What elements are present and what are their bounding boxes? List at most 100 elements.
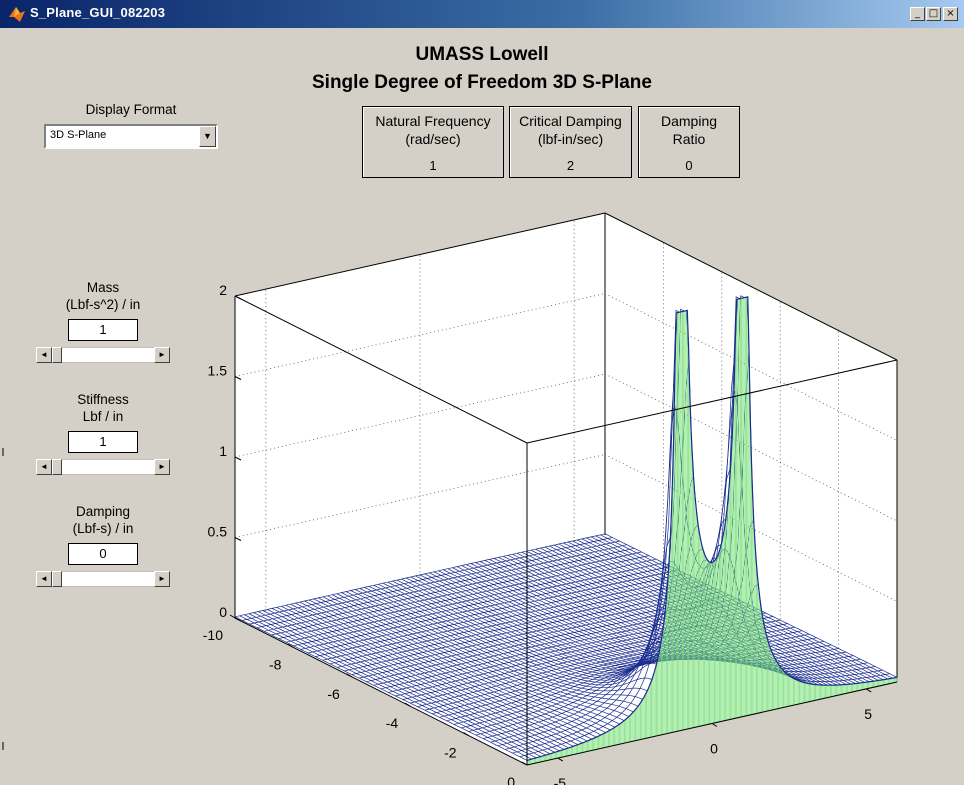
x-tick-label: -8 [269, 656, 282, 672]
close-button[interactable]: × [943, 7, 958, 21]
critical-damping-unit: (lbf-in/sec) [537, 131, 604, 147]
axis-edge [234, 295, 528, 444]
damping-label: Damping (Lbf-s) / in [36, 503, 170, 537]
z-tick-mark [234, 376, 242, 380]
surface-line [256, 544, 627, 629]
mass-slider-left-arrow-icon[interactable]: ◄ [36, 347, 52, 363]
damping-ratio-panel: Damping Ratio 0 [638, 106, 740, 178]
display-format-label: Display Format [85, 102, 177, 117]
damping-slider[interactable]: ◄ ► [36, 571, 170, 587]
x-tick-mark [229, 614, 236, 619]
damping-ratio-label2: Ratio [672, 131, 706, 147]
stiffness-input[interactable]: 1 [68, 431, 138, 453]
stiffness-slider-thumb[interactable] [52, 459, 62, 475]
z-tick-label: 0 [219, 604, 227, 620]
x-tick-label: -4 [386, 715, 399, 731]
surface-line [278, 555, 649, 639]
natural-frequency-value: 1 [429, 158, 437, 173]
mass-slider-right-arrow-icon[interactable]: ► [154, 347, 170, 363]
critical-damping-label: Critical Damping [519, 113, 622, 129]
grid-line [604, 373, 898, 522]
axes-tick-labels: 0 0.5 1 1.5 2 -10 -8 -6 -4 -2 0 -5 0 5 [203, 282, 873, 785]
y-tick-label: 0 [710, 741, 718, 757]
z-tick-mark [234, 537, 242, 541]
damping-ratio-label: Damping [660, 113, 718, 129]
edge-mark [2, 448, 4, 456]
damping-input[interactable]: 0 [68, 543, 138, 565]
wall-outline [526, 296, 898, 761]
x-tick-label: -10 [203, 627, 223, 643]
mass-label-line2: (Lbf-s^2) / in [65, 297, 141, 312]
minimize-button[interactable]: _ [910, 7, 925, 21]
maximize-button[interactable]: □ [926, 7, 941, 21]
damping-slider-track[interactable] [62, 572, 154, 586]
surface-line [468, 648, 839, 732]
heading-title: Single Degree of Freedom 3D S-Plane [312, 72, 652, 93]
critical-damping-value: 2 [566, 158, 575, 173]
stiffness-label-line2: Lbf / in [82, 409, 124, 424]
axes-grid [234, 219, 898, 653]
title-bar[interactable]: S_Plane_GUI_082203 _ □ × [0, 0, 964, 28]
mass-input[interactable]: 1 [68, 319, 138, 341]
stiffness-label-line1: Stiffness [77, 392, 129, 407]
surface-line [293, 562, 664, 647]
stiffness-slider-right-arrow-icon[interactable]: ► [154, 459, 170, 475]
surface-line [249, 540, 620, 625]
axes-front-edges [234, 295, 898, 766]
x-tick-mark [521, 761, 528, 766]
z-tick-mark [234, 617, 242, 622]
x-tick-mark [346, 673, 353, 678]
edge-mark [2, 742, 4, 750]
surface-line [286, 558, 657, 643]
natural-frequency-panel: Natural Frequency (rad/sec) 1 [362, 106, 504, 178]
stiffness-label: Stiffness Lbf / in [36, 391, 170, 425]
x-tick-label: -6 [327, 686, 340, 702]
mass-label-line1: Mass [86, 280, 120, 295]
mass-slider-thumb[interactable] [52, 347, 62, 363]
stiffness-slider[interactable]: ◄ ► [36, 459, 170, 475]
y-tick-mark [557, 757, 564, 762]
z-tick-label: 1 [219, 443, 227, 459]
axis-edge [234, 617, 528, 766]
surface-line [264, 547, 635, 632]
matlab-icon [9, 7, 25, 22]
critical-damping-panel: Critical Damping (lbf-in/sec) 2 [509, 106, 632, 178]
x-tick-mark [463, 732, 469, 737]
z-tick-label: 0.5 [208, 524, 228, 540]
axis-edge [234, 212, 606, 297]
surface-line [483, 649, 854, 739]
axes-box [234, 212, 898, 765]
x-tick-mark [288, 643, 294, 648]
damping-slider-left-arrow-icon[interactable]: ◄ [36, 571, 52, 587]
display-format-value: 3D S-Plane [50, 129, 107, 141]
pole-walls [526, 296, 898, 766]
y-tick-mark [711, 723, 718, 727]
z-tick-label: 1.5 [208, 363, 228, 379]
grid-line [604, 454, 898, 602]
damping-label-line2: (Lbf-s) / in [72, 521, 134, 536]
damping-slider-right-arrow-icon[interactable]: ► [154, 571, 170, 587]
surface-line [337, 584, 708, 668]
damping-slider-thumb[interactable] [52, 571, 62, 587]
axis-edge [604, 212, 898, 361]
surface-line [322, 576, 693, 661]
stiffness-slider-track[interactable] [62, 460, 154, 474]
mass-slider-track[interactable] [62, 348, 154, 362]
chevron-down-icon[interactable]: ▼ [199, 126, 216, 147]
display-format-select[interactable]: 3D S-Plane ▼ [44, 124, 218, 149]
y-tick-mark [865, 688, 872, 693]
surface-line [395, 612, 766, 697]
surface-line [380, 605, 752, 690]
z-tick-mark [234, 295, 242, 300]
damping-label-line1: Damping [75, 504, 131, 519]
surface-line [307, 569, 679, 654]
stiffness-slider-left-arrow-icon[interactable]: ◄ [36, 459, 52, 475]
x-tick-label: -2 [444, 745, 457, 761]
heading-university: UMASS Lowell [415, 44, 549, 65]
grid-line [604, 293, 898, 441]
surface-line [344, 587, 715, 672]
mass-slider[interactable]: ◄ ► [36, 347, 170, 363]
z-tick-mark [234, 456, 242, 461]
